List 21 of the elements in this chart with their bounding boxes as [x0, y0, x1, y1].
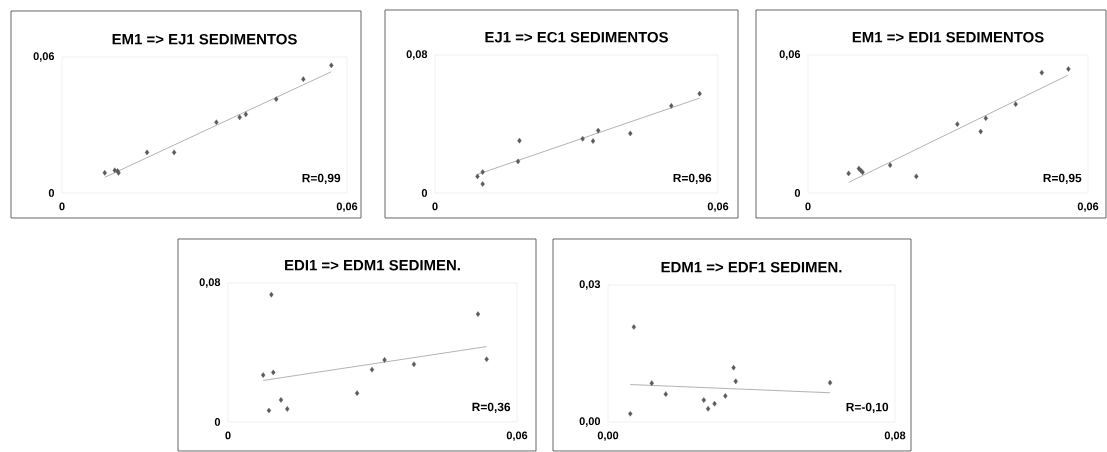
- chart-title: EM1 => EJ1 SEDIMENTOS: [112, 33, 297, 45]
- chart-title: EDM1 => EDF1 SEDIMEN.: [661, 261, 842, 273]
- x-tick-label: 0: [432, 202, 438, 211]
- x-tick-label: 0,00: [597, 431, 619, 441]
- x-tick-label: 0,06: [506, 431, 528, 441]
- x-tick-label: 0,08: [884, 431, 906, 441]
- annotation: R=0,99: [302, 173, 341, 185]
- y-tick-label: 0,03: [579, 280, 601, 290]
- x-tick-label: 0,06: [707, 202, 729, 212]
- x-tick-label: 0: [805, 202, 811, 211]
- chart-title: EJ1 => EC1 SEDIMENTOS: [485, 31, 668, 43]
- annotation: R=0,96: [673, 173, 712, 184]
- x-tick-label: 0,06: [336, 202, 358, 212]
- chart-title: EM1 => EDI1 SEDIMENTOS: [852, 31, 1044, 43]
- x-tick-label: 0: [59, 202, 65, 211]
- annotation: R=0,36: [472, 402, 511, 413]
- x-tick-label: 0,06: [1077, 202, 1099, 212]
- annotation: R=-0,10: [846, 402, 889, 413]
- annotation: R=0,95: [1043, 173, 1082, 184]
- x-tick-label: 0: [225, 431, 231, 440]
- chart-title: EDI1 => EDM1 SEDIMEN.: [285, 259, 460, 271]
